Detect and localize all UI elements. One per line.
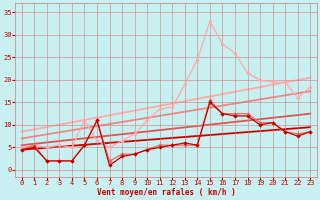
X-axis label: Vent moyen/en rafales ( km/h ): Vent moyen/en rafales ( km/h ) bbox=[97, 188, 236, 197]
